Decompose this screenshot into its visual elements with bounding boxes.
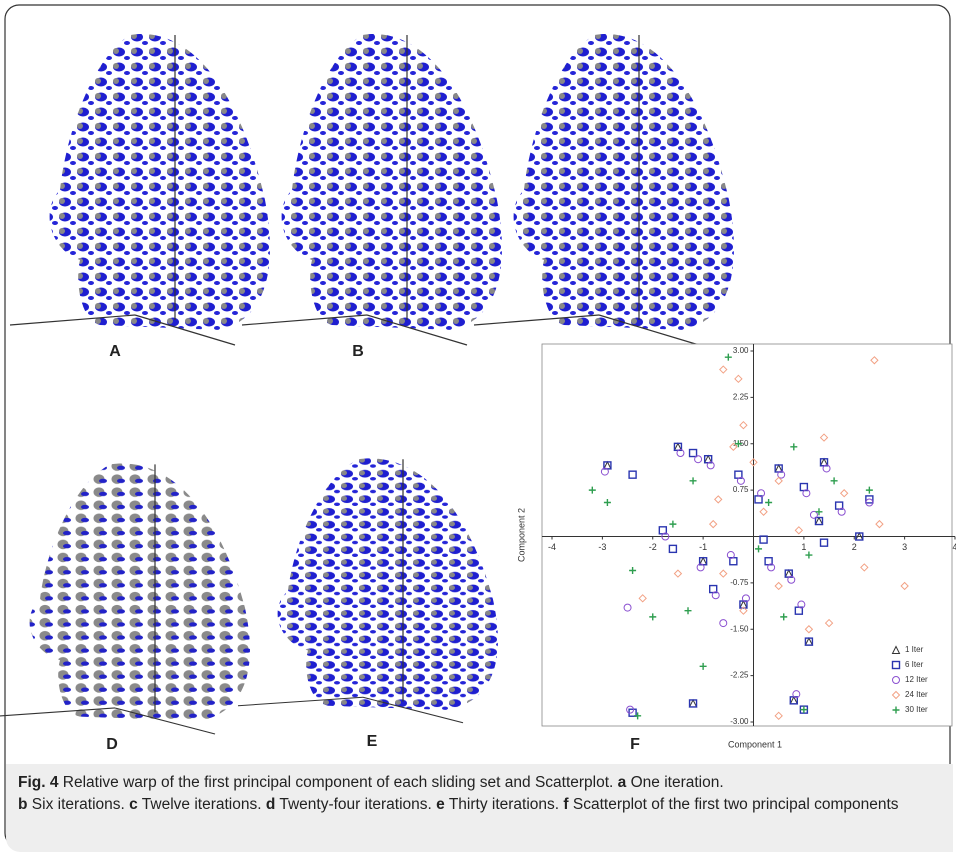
x-tick-label: 3 [902, 542, 907, 552]
legend-label: 6 Iter [905, 660, 924, 669]
caption-bold: e [436, 796, 445, 813]
panel-label: E [367, 733, 378, 750]
x-tick-label: 1 [801, 542, 806, 552]
legend-label: 24 Iter [905, 690, 928, 699]
panel-d [0, 463, 250, 734]
panel-label: A [109, 343, 121, 360]
legend-label: 12 Iter [905, 675, 928, 684]
y-tick-label: -0.75 [730, 578, 749, 587]
y-tick-label: -2.25 [730, 671, 749, 680]
caption-bold: b [18, 796, 27, 813]
caption-bold: d [266, 796, 275, 813]
x-axis-title: Component 1 [728, 739, 782, 749]
caption: Fig. 4 Relative warp of the first princi… [6, 764, 953, 852]
y-tick-label: 0.75 [733, 485, 749, 494]
x-tick-label: -3 [598, 542, 606, 552]
caption-bold: Fig. 4 [18, 774, 58, 791]
caption-text: Twelve iterations. [142, 796, 262, 813]
y-axis-title: Component 2 [516, 508, 526, 562]
caption-bold: a [618, 774, 627, 791]
caption-text: Six iterations. [32, 796, 125, 813]
caption-text: Twenty-four iterations. [279, 796, 431, 813]
panel-e [238, 458, 498, 722]
caption-text: Thirty iterations. [449, 796, 559, 813]
legend-label: 1 Iter [905, 645, 924, 654]
figure: A B C D E F -4-3-2-112343.002.251.500.75… [0, 0, 956, 853]
panel-label: D [106, 736, 118, 753]
y-tick-label: -3.00 [730, 717, 749, 726]
caption-text: Relative warp of the first principal com… [63, 774, 614, 791]
y-tick-label: 3.00 [733, 346, 749, 355]
caption-text: One iteration. [631, 774, 724, 791]
caption-text: Scatterplot of the first two principal c… [573, 796, 899, 813]
x-tick-label: -4 [548, 542, 556, 552]
x-tick-label: 4 [952, 542, 956, 552]
panel-c [474, 34, 734, 345]
caption-bold: f [563, 796, 568, 813]
x-tick-label: 2 [852, 542, 857, 552]
panel-label: F [630, 736, 640, 753]
x-tick-label: -1 [699, 542, 707, 552]
caption-bold: c [129, 796, 138, 813]
panel-b [242, 34, 502, 345]
y-tick-label: -1.50 [730, 624, 749, 633]
panel-a [10, 34, 270, 345]
panel-label: B [352, 343, 364, 360]
legend-label: 30 Iter [905, 705, 928, 714]
y-tick-label: 2.25 [733, 392, 749, 401]
x-tick-label: -2 [649, 542, 657, 552]
